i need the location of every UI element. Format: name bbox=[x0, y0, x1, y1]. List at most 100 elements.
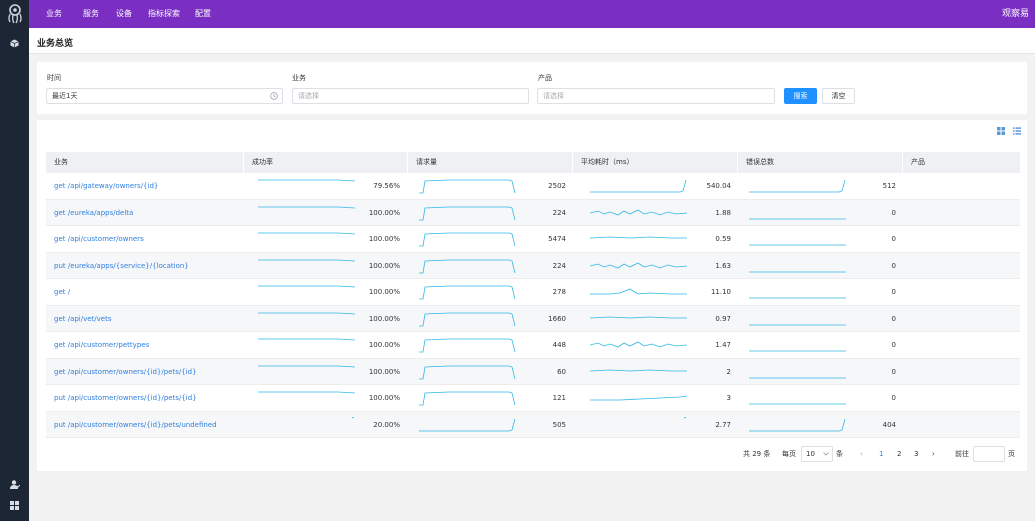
requests-value: 278 bbox=[552, 288, 566, 296]
success-rate-value: 100.00% bbox=[368, 235, 400, 243]
success-rate-value: 20.00% bbox=[373, 420, 400, 429]
table-row[interactable]: get / 100.00% 278 11.10 0 bbox=[46, 279, 1020, 306]
table-row[interactable]: put /eureka/apps/{service}/{location} 100… bbox=[46, 252, 1020, 279]
business-link[interactable]: get /api/customer/owners bbox=[54, 235, 144, 243]
business-link[interactable]: get / bbox=[54, 288, 71, 296]
success-rate-value: 100.00% bbox=[368, 288, 400, 296]
requests-value: 2502 bbox=[548, 182, 566, 190]
errors-sparkline bbox=[749, 324, 846, 325]
nav-item-services[interactable]: 服务 bbox=[83, 9, 99, 18]
brand-name: 观察易 bbox=[1001, 9, 1029, 19]
octopus-logo-icon[interactable] bbox=[0, 0, 29, 28]
avg-latency-value: 11.10 bbox=[710, 288, 731, 296]
errors-sparkline bbox=[749, 297, 846, 299]
grid-icon[interactable] bbox=[0, 498, 29, 512]
nav-item-devices[interactable]: 设备 bbox=[116, 9, 132, 18]
business-link[interactable]: put /api/customer/owners/{id}/pets/{id} bbox=[54, 394, 197, 402]
page-2[interactable]: 2 bbox=[897, 450, 902, 458]
requests-value: 505 bbox=[552, 420, 566, 429]
table-row[interactable]: get /api/vet/vets 100.00% 1660 0.97 0 bbox=[46, 305, 1020, 333]
success-rate-value: 100.00% bbox=[368, 367, 400, 376]
latency-sparkline bbox=[590, 316, 687, 318]
success-rate-sparkline bbox=[258, 365, 356, 367]
avg-latency-value: 0.59 bbox=[715, 235, 731, 243]
product-value bbox=[910, 200, 958, 227]
nav-item-config[interactable]: 配置 bbox=[195, 9, 211, 18]
grid-view-icon[interactable] bbox=[996, 126, 1006, 136]
business-link[interactable]: get /api/vet/vets bbox=[54, 314, 112, 323]
errors-value: 0 bbox=[891, 367, 896, 376]
errors-value: 0 bbox=[891, 394, 896, 402]
time-range-picker[interactable]: 最近1天 bbox=[46, 88, 283, 104]
table-row[interactable]: put /api/customer/owners/{id}/pets/{id} 1… bbox=[46, 385, 1020, 412]
product-value bbox=[910, 173, 958, 200]
per-page-label: 每页 bbox=[782, 450, 796, 458]
errors-value: 404 bbox=[882, 420, 896, 429]
nav-item-metrics-explore[interactable]: 指标探索 bbox=[148, 9, 180, 18]
avg-latency-value: 0.97 bbox=[715, 314, 731, 323]
product-select[interactable] bbox=[537, 88, 775, 104]
goto-unit: 页 bbox=[1008, 450, 1015, 458]
business-link[interactable]: put /api/customer/owners/{id}/pets/undef… bbox=[54, 420, 217, 429]
table-row[interactable]: get /api/customer/owners 100.00% 5474 0.59 0 bbox=[46, 226, 1020, 253]
nav-item-business[interactable]: 业务 bbox=[46, 9, 62, 18]
avg-latency-value: 2.77 bbox=[715, 420, 731, 429]
time-label: 时间 bbox=[47, 74, 61, 82]
column-header-product[interactable]: 产品 bbox=[902, 152, 1020, 173]
errors-value: 0 bbox=[891, 314, 896, 323]
success-rate-sparkline bbox=[258, 259, 356, 261]
latency-sparkline bbox=[590, 209, 688, 215]
search-button[interactable]: 搜索 bbox=[784, 88, 817, 104]
cube-icon[interactable] bbox=[0, 36, 29, 50]
top-nav-bar: 业务 服务 设备 指标探索 配置 观察易 bbox=[29, 0, 1035, 28]
errors-value: 0 bbox=[891, 261, 896, 270]
goto-label: 前往 bbox=[955, 450, 969, 458]
business-link[interactable]: put /eureka/apps/{service}/{location} bbox=[54, 261, 189, 270]
page-3[interactable]: 3 bbox=[914, 450, 919, 458]
column-header-avg-latency[interactable]: 平均耗时（ms） bbox=[572, 152, 737, 173]
page-title: 业务总览 bbox=[37, 39, 74, 49]
prev-page-icon[interactable]: ‹ bbox=[860, 450, 863, 458]
product-label: 产品 bbox=[538, 74, 552, 82]
per-page-unit: 条 bbox=[836, 450, 843, 458]
business-link[interactable]: get /api/gateway/owners/{id} bbox=[54, 182, 159, 190]
latency-sparkline bbox=[590, 288, 687, 295]
column-header-requests[interactable]: 请求量 bbox=[407, 152, 572, 173]
errors-value: 0 bbox=[891, 235, 896, 243]
product-value bbox=[910, 279, 958, 306]
next-page-icon[interactable]: › bbox=[932, 450, 935, 458]
errors-value: 0 bbox=[891, 341, 896, 349]
user-icon[interactable] bbox=[0, 477, 29, 491]
avg-latency-value: 540.04 bbox=[706, 182, 732, 190]
business-link[interactable]: get /api/customer/owners/{id}/pets/{id} bbox=[54, 367, 197, 376]
requests-sparkline bbox=[419, 391, 516, 406]
business-label: 业务 bbox=[292, 74, 306, 82]
per-page-value: 10 bbox=[806, 450, 815, 458]
column-header-business[interactable]: 业务 bbox=[54, 158, 68, 166]
table-row[interactable]: get /api/gateway/owners/{id} 79.56% 2502 54… bbox=[46, 173, 1020, 200]
requests-sparkline bbox=[419, 312, 516, 326]
success-rate-sparkline bbox=[258, 206, 356, 208]
business-link[interactable]: get /api/customer/pettypes bbox=[54, 341, 150, 349]
column-header-errors[interactable]: 错误总数 bbox=[737, 152, 902, 173]
product-value bbox=[910, 306, 958, 333]
list-view-icon[interactable] bbox=[1012, 126, 1022, 136]
goto-page-input[interactable] bbox=[973, 446, 1005, 462]
product-value bbox=[910, 385, 958, 412]
per-page-select[interactable]: 10 bbox=[801, 446, 833, 462]
business-table-card: 业务 成功率 请求量 平均耗时（ms） 错误总数 产品 get /api/gat… bbox=[37, 120, 1027, 471]
business-link[interactable]: get /eureka/apps/delta bbox=[54, 208, 134, 217]
page-1[interactable]: 1 bbox=[879, 450, 884, 458]
business-select[interactable] bbox=[292, 88, 529, 104]
table-row[interactable]: get /eureka/apps/delta 100.00% 224 1.88 0 bbox=[46, 199, 1020, 227]
table-row[interactable]: put /api/customer/owners/{id}/pets/undef… bbox=[46, 411, 1020, 438]
success-rate-sparkline bbox=[258, 391, 356, 394]
errors-sparkline bbox=[749, 418, 846, 431]
clear-button[interactable]: 清空 bbox=[822, 88, 855, 104]
product-value bbox=[910, 359, 958, 386]
column-header-success-rate[interactable]: 成功率 bbox=[243, 152, 407, 173]
errors-sparkline bbox=[749, 403, 846, 405]
table-row[interactable]: get /api/customer/owners/{id}/pets/{id} 1… bbox=[46, 358, 1020, 386]
table-row[interactable]: get /api/customer/pettypes 100.00% 448 1.47… bbox=[46, 332, 1020, 359]
requests-value: 121 bbox=[552, 394, 566, 402]
